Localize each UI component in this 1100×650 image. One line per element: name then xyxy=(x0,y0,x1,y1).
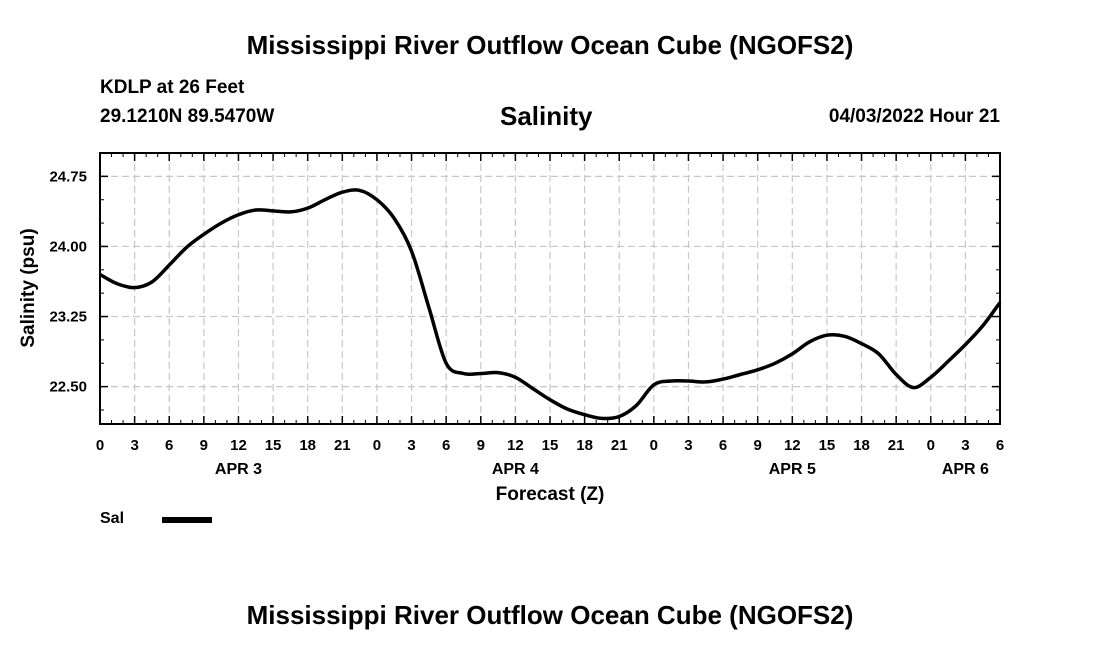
x-tick-label: 6 xyxy=(165,437,173,454)
x-tick-label: 9 xyxy=(754,437,762,454)
x-tick-label: 18 xyxy=(853,437,870,454)
data-series xyxy=(99,188,1002,421)
x-tick-label: 3 xyxy=(130,437,138,454)
x-tick-label: 3 xyxy=(684,437,692,454)
x-tick-label: 9 xyxy=(477,437,485,454)
day-label: APR 5 xyxy=(769,461,816,478)
x-tick-label: 6 xyxy=(996,437,1004,454)
y-tick-label: 22.50 xyxy=(49,379,87,396)
x-tick-label: 21 xyxy=(334,437,351,454)
x-tick-label: 6 xyxy=(719,437,727,454)
x-tick-label: 6 xyxy=(442,437,450,454)
x-tick-label: 12 xyxy=(230,437,247,454)
forecast-datetime: 04/03/2022 Hour 21 xyxy=(828,106,1000,127)
x-tick-label: 21 xyxy=(611,437,628,454)
y-axis-title: Salinity (psu) xyxy=(18,228,39,347)
x-tick-label: 12 xyxy=(784,437,801,454)
x-tick-label: 15 xyxy=(819,437,836,454)
variable-title: Salinity xyxy=(500,101,593,131)
salinity-series-line xyxy=(99,188,1002,421)
day-label: APR 3 xyxy=(215,461,262,478)
coordinates-label: 29.1210N 89.5470W xyxy=(100,106,275,127)
grid-lines xyxy=(100,153,1000,424)
x-tick-label: 12 xyxy=(507,437,524,454)
day-label: APR 4 xyxy=(492,461,539,478)
day-label: APR 6 xyxy=(942,461,989,478)
x-tick-label: 0 xyxy=(927,437,935,454)
chart-main-title: Mississippi River Outflow Ocean Cube (NG… xyxy=(246,30,854,60)
y-tick-label: 24.00 xyxy=(49,238,87,255)
legend-label: Sal xyxy=(100,510,125,527)
x-tick-label: 0 xyxy=(96,437,104,454)
tick-labels: 0 3 6 9 12 15 18 21 0 3 6 9 12 15 18 21 0 3 6 9 12 15 18 21 0 3 6A… xyxy=(49,168,1004,478)
plot-frame xyxy=(99,152,1001,425)
y-tick-label: 23.25 xyxy=(49,309,87,326)
x-tick-label: 18 xyxy=(576,437,593,454)
x-tick-label: 15 xyxy=(542,437,559,454)
x-tick-label: 0 xyxy=(373,437,381,454)
x-tick-label: 21 xyxy=(888,437,905,454)
x-tick-label: 3 xyxy=(961,437,969,454)
x-tick-label: 18 xyxy=(299,437,316,454)
station-label: KDLP at 26 Feet xyxy=(100,77,245,98)
footer-title: Mississippi River Outflow Ocean Cube (NG… xyxy=(246,600,854,630)
y-tick-label: 24.75 xyxy=(49,168,87,185)
x-tick-label: 9 xyxy=(200,437,208,454)
x-tick-label: 15 xyxy=(265,437,282,454)
legend-line-swatch xyxy=(162,517,212,523)
x-tick-label: 0 xyxy=(650,437,658,454)
x-axis-title: Forecast (Z) xyxy=(496,484,605,505)
x-tick-label: 3 xyxy=(407,437,415,454)
